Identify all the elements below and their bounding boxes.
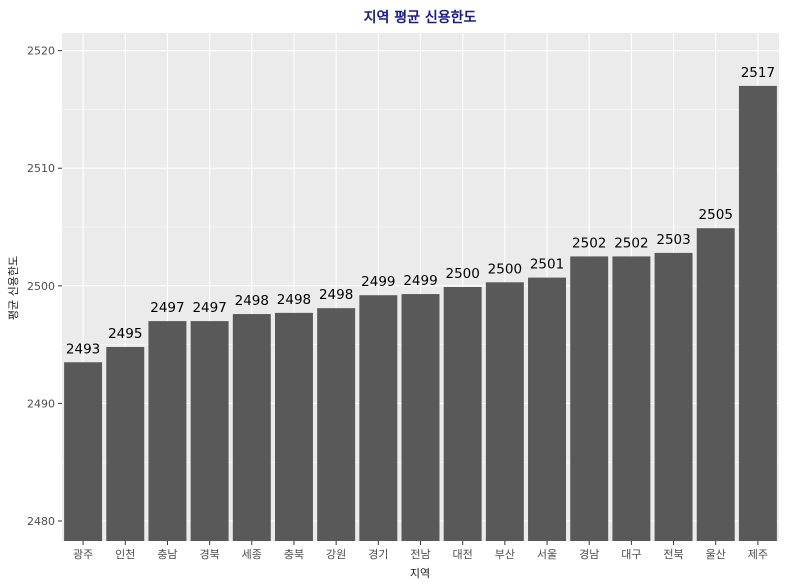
data-label: 2495 <box>108 326 142 342</box>
bar <box>528 277 567 541</box>
y-tick-label: 2510 <box>27 162 55 175</box>
y-tick-label: 2490 <box>27 397 55 410</box>
bar <box>612 256 651 541</box>
x-tick-label: 서울 <box>537 548 557 561</box>
x-axis-title: 지역 <box>410 567 430 580</box>
data-label: 2501 <box>530 257 564 273</box>
bar <box>317 308 356 541</box>
x-tick-label: 전북 <box>663 548 683 561</box>
data-label: 2497 <box>150 300 184 316</box>
data-label: 2505 <box>699 207 733 223</box>
x-tick-label: 전남 <box>410 548 430 561</box>
data-label: 2503 <box>656 232 690 248</box>
y-axis-title: 평균 신용한도 <box>7 256 20 320</box>
bar <box>570 256 609 541</box>
x-tick-label: 울산 <box>706 548 726 561</box>
bar <box>401 294 440 541</box>
bar <box>274 312 313 541</box>
x-tick-label: 광주 <box>73 548 93 561</box>
bars <box>64 85 777 542</box>
x-tick-label: 세종 <box>242 548 262 561</box>
x-axis: 광주 인천 충남 경북 세종 충북 강원 경기 전남 대전 부산 서울 경남 대구 전북 울산 제주 <box>73 541 768 561</box>
bar <box>106 346 145 541</box>
x-tick-label: 부산 <box>495 548 515 561</box>
data-label: 2499 <box>403 273 437 289</box>
bar <box>232 314 271 541</box>
x-tick-label: 대구 <box>621 548 641 561</box>
bar <box>738 85 777 542</box>
x-tick-label: 충남 <box>157 548 177 561</box>
x-tick-label: 인천 <box>115 547 135 561</box>
bar <box>359 295 398 541</box>
data-label: 2493 <box>66 341 100 357</box>
x-tick-label: 충북 <box>284 548 304 561</box>
x-tick-label: 제주 <box>748 548 768 561</box>
x-tick-label: 강원 <box>326 548 346 561</box>
data-label: 2500 <box>488 261 522 277</box>
x-tick-label: 경북 <box>199 548 219 561</box>
data-label: 2502 <box>614 235 648 251</box>
bar <box>654 252 693 542</box>
y-tick-label: 2480 <box>27 515 55 528</box>
bar <box>148 321 187 541</box>
bar <box>485 282 524 541</box>
bar <box>64 362 103 541</box>
x-tick-label: 경기 <box>368 548 388 561</box>
data-label: 2517 <box>741 65 775 81</box>
data-label: 2498 <box>277 292 311 308</box>
bar <box>443 287 482 541</box>
data-label: 2497 <box>192 300 226 316</box>
data-label: 2500 <box>445 266 479 282</box>
y-tick-label: 2520 <box>27 45 55 58</box>
x-tick-label: 대전 <box>453 548 473 561</box>
y-tick-label: 2500 <box>27 280 55 293</box>
bar <box>696 228 735 541</box>
data-label: 2502 <box>572 235 606 251</box>
y-axis: 2480 2490 2500 2510 2520 <box>27 45 62 528</box>
bar <box>190 321 229 541</box>
data-label: 2499 <box>361 274 395 290</box>
data-labels: 2493 2495 2497 2497 2498 2498 2498 2499 2499 2500… <box>66 65 775 357</box>
data-label: 2498 <box>319 287 353 303</box>
chart-title: 지역 평균 신용한도 <box>364 9 477 26</box>
x-tick-label: 경남 <box>579 548 599 561</box>
data-label: 2498 <box>235 293 269 309</box>
